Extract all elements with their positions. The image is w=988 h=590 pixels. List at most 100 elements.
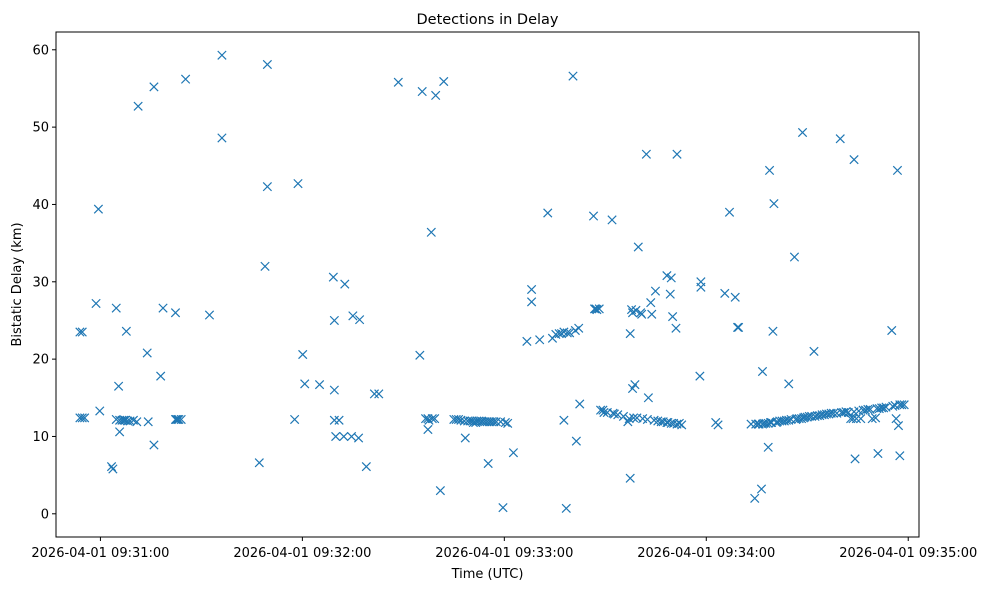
data-point-x-marker [720,288,730,299]
data-point-x-marker [329,385,339,395]
data-point-x-marker [649,415,659,425]
data-point-x-marker [204,310,215,320]
data-point-x-marker [594,304,604,314]
data-point-x-marker [647,309,657,319]
data-point-x-marker [361,462,371,472]
data-point-x-marker [133,101,143,111]
data-point-x-marker [106,462,117,472]
data-point-x-marker [646,298,656,308]
data-point-x-marker [863,404,873,415]
data-point-x-marker [628,413,639,423]
y-axis: 0 10 20 30 40 50 60 [32,43,56,522]
data-point-x-marker [899,400,909,410]
data-point-x-marker [623,417,633,427]
data-point-x-marker [873,448,883,459]
data-point-x-marker [300,379,310,389]
data-point-x-marker [132,417,142,427]
data-point-x-marker [835,134,845,144]
y-tick-label: 30 [32,275,49,290]
x-axis-label: Time (UTC) [451,567,524,582]
data-point-x-marker [158,303,168,313]
data-point-x-marker [314,380,325,390]
data-point-x-marker [625,328,635,339]
data-point-x-marker [500,417,510,428]
data-point-x-marker [353,433,364,443]
data-point-x-marker [348,311,358,321]
chart-title: Detections in Delay [416,12,558,28]
data-point-x-marker [565,328,575,338]
data-point-x-marker [870,413,881,423]
data-point-x-marker [641,149,651,159]
data-point-x-marker [489,417,499,427]
x-tick-label: 2026-04-01 09:33:00 [435,546,573,561]
data-point-x-marker [463,416,473,426]
plot-frame [55,31,920,538]
data-point-x-marker [482,417,492,427]
data-point-x-marker [114,427,125,437]
data-point-x-marker [892,165,903,176]
y-tick-label: 50 [32,121,49,136]
data-point-x-marker [633,242,643,252]
data-point-x-marker [503,418,513,428]
data-point-x-marker [784,379,794,389]
data-point-x-marker [849,154,859,165]
data-point-x-marker [609,409,620,419]
data-point-x-marker [650,286,661,296]
data-point-x-marker [460,433,470,443]
data-point-x-marker [751,419,761,429]
data-point-x-marker [571,436,581,446]
data-point-x-marker [331,431,341,442]
data-point-x-marker [592,305,602,315]
data-point-x-marker [254,458,264,468]
data-point-x-marker [369,389,380,399]
data-point-x-marker [851,414,862,424]
data-point-x-marker [665,289,675,299]
data-point-x-marker [393,77,403,87]
x-tick-label: 2026-04-01 09:34:00 [637,546,775,561]
x-axis: 2026-04-01 09:31:00 2026-04-01 09:32:00 20… [31,537,977,561]
data-point-x-marker [522,336,532,346]
data-point-x-marker [498,502,508,513]
data-point-x-marker [170,308,181,318]
data-point-x-marker [696,282,706,292]
data-point-x-marker [662,270,672,281]
data-point-x-marker [483,458,493,469]
x-tick-label: 2026-04-01 09:35:00 [839,546,977,561]
data-point-x-marker [763,418,773,428]
data-point-x-marker [574,323,584,333]
data-point-x-marker [543,208,553,218]
data-point-x-marker [339,431,349,442]
data-point-x-marker [895,400,905,410]
data-point-x-marker [672,149,682,159]
data-point-x-marker [508,448,519,458]
data-point-x-marker [768,326,778,336]
data-point-x-marker [143,417,153,427]
data-point-x-marker [423,424,433,435]
data-point-x-marker [176,414,186,425]
data-point-x-marker [329,415,339,425]
data-point-x-marker [108,464,118,474]
data-point-x-marker [575,399,585,409]
data-point-x-marker [671,323,681,333]
data-point-x-marker [599,407,609,418]
data-point-x-marker [713,420,723,430]
data-point-x-marker [897,400,907,410]
data-point-x-marker [789,252,800,262]
data-point-x-marker [260,261,270,271]
data-point-x-marker [856,414,866,424]
data-point-x-marker [756,484,767,494]
data-point-x-marker [329,315,339,326]
data-point-x-marker [435,485,446,496]
data-point-x-marker [171,414,182,425]
data-point-x-marker [589,304,600,314]
data-point-x-marker [677,420,687,430]
data-point-x-marker [764,165,775,176]
data-point-x-marker [427,414,437,424]
data-point-x-marker [354,315,365,325]
y-axis-label: Bistatic Delay (km) [10,222,25,346]
data-point-x-marker [439,76,449,87]
data-point-x-marker [618,411,629,421]
data-point-x-marker [643,393,654,403]
data-point-x-marker [637,309,647,319]
